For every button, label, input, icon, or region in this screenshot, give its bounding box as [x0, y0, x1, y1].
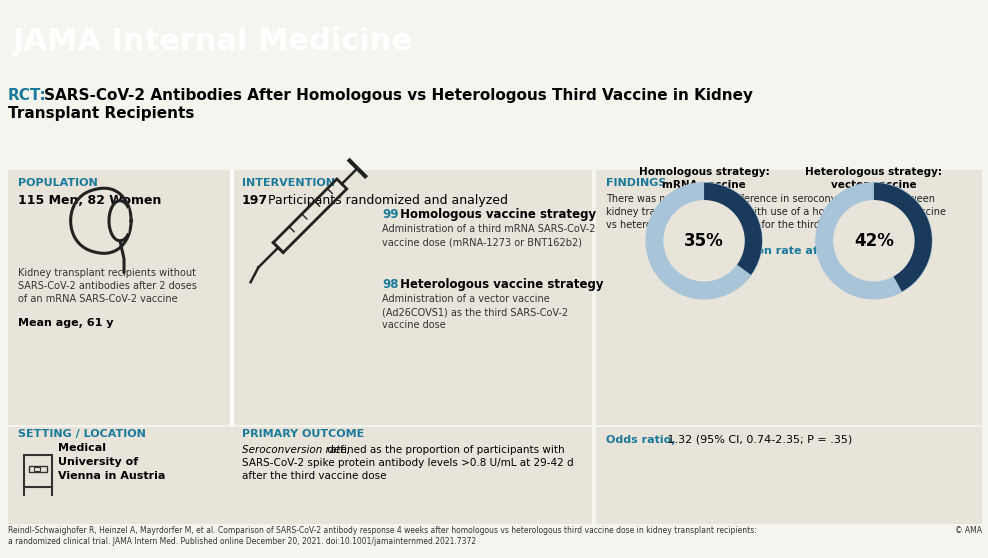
Text: Transplant Recipients: Transplant Recipients	[8, 106, 195, 121]
Text: Homologous strategy:: Homologous strategy:	[638, 167, 770, 177]
Text: Administration of a vector vaccine
(Ad26COVS1) as the third SARS-CoV-2
vaccine d: Administration of a vector vaccine (Ad26…	[382, 294, 568, 330]
Text: Kidney transplant recipients without
SARS-CoV-2 antibodies after 2 doses
of an m: Kidney transplant recipients without SAR…	[18, 268, 197, 304]
Text: 115 Men, 82 Women: 115 Men, 82 Women	[18, 194, 161, 207]
Text: 197: 197	[242, 194, 268, 207]
Text: Seroconversion rate after third dose: Seroconversion rate after third dose	[675, 246, 903, 256]
FancyBboxPatch shape	[596, 427, 982, 524]
Text: Mean age, 61 y: Mean age, 61 y	[18, 318, 114, 328]
Text: POPULATION: POPULATION	[18, 178, 98, 188]
Text: after the third vaccine dose: after the third vaccine dose	[242, 471, 386, 481]
FancyBboxPatch shape	[596, 170, 982, 425]
Circle shape	[816, 183, 932, 299]
Text: Seroconversion rate,: Seroconversion rate,	[242, 445, 350, 455]
Text: SARS-CoV-2 Antibodies After Homologous vs Heterologous Third Vaccine in Kidney: SARS-CoV-2 Antibodies After Homologous v…	[44, 88, 753, 103]
Text: defined as the proportion of participants with: defined as the proportion of participant…	[324, 445, 564, 455]
Text: Medical
University of
Vienna in Austria: Medical University of Vienna in Austria	[58, 443, 165, 481]
Text: 1.32 (95% CI, 0.74-2.35; P = .35): 1.32 (95% CI, 0.74-2.35; P = .35)	[664, 435, 853, 445]
Polygon shape	[109, 201, 127, 240]
Text: Participants randomized and analyzed: Participants randomized and analyzed	[264, 194, 508, 207]
Text: © AMA: © AMA	[955, 526, 982, 535]
FancyBboxPatch shape	[8, 170, 592, 425]
Circle shape	[646, 183, 762, 299]
Text: 99: 99	[382, 208, 398, 221]
Text: INTERVENTION: INTERVENTION	[242, 178, 335, 188]
Text: There was no significant difference in seroconversion rate between
kidney transp: There was no significant difference in s…	[606, 194, 946, 230]
Text: 98: 98	[382, 278, 398, 291]
Text: Heterologous strategy:: Heterologous strategy:	[805, 167, 943, 177]
Text: Homologous vaccine strategy: Homologous vaccine strategy	[396, 208, 596, 221]
Text: RCT:: RCT:	[8, 88, 46, 103]
Wedge shape	[874, 183, 932, 292]
Text: 42%: 42%	[854, 232, 894, 250]
Text: SARS-CoV-2 spike protein antibody levels >0.8 U/mL at 29-42 d: SARS-CoV-2 spike protein antibody levels…	[242, 458, 574, 468]
Text: FINDINGS: FINDINGS	[606, 178, 666, 188]
Text: mRNA vaccine: mRNA vaccine	[662, 180, 746, 190]
Text: Administration of a third mRNA SARS-CoV-2
vaccine dose (mRNA-1273 or BNT162b2): Administration of a third mRNA SARS-CoV-…	[382, 224, 596, 247]
Text: PRIMARY OUTCOME: PRIMARY OUTCOME	[242, 429, 365, 439]
Circle shape	[664, 201, 744, 281]
Text: Odds ratio,: Odds ratio,	[606, 435, 676, 445]
Wedge shape	[704, 183, 762, 275]
Text: 35%: 35%	[685, 232, 724, 250]
Text: vector vaccine: vector vaccine	[831, 180, 917, 190]
Text: Heterologous vaccine strategy: Heterologous vaccine strategy	[396, 278, 604, 291]
Text: JAMA Internal Medicine: JAMA Internal Medicine	[13, 27, 413, 56]
Text: Reindl-Schwaighofer R, Heinzel A, Mayrdorfer M, et al. Comparison of SARS-CoV-2 : Reindl-Schwaighofer R, Heinzel A, Mayrdo…	[8, 526, 757, 546]
Text: SETTING / LOCATION: SETTING / LOCATION	[18, 429, 146, 439]
FancyBboxPatch shape	[8, 427, 592, 524]
Circle shape	[834, 201, 914, 281]
